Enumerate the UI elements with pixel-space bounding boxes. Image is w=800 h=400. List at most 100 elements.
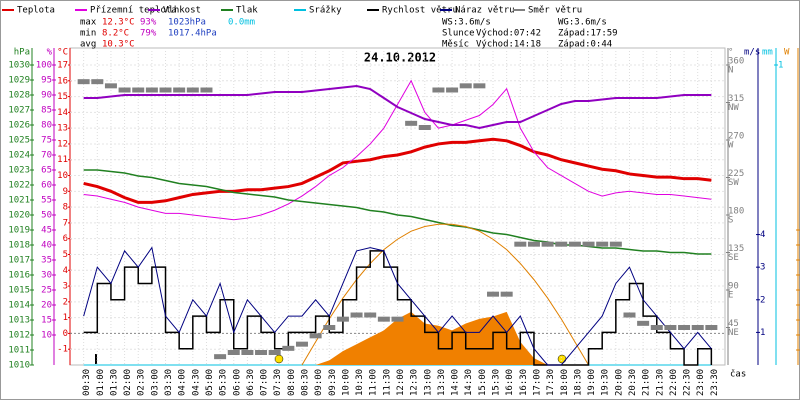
y-tick-label: 1 — [760, 328, 765, 338]
compass-label: NE — [728, 328, 739, 338]
y-tick-label: 1030 — [8, 61, 30, 71]
y-tick-label: 1016 — [8, 271, 30, 281]
direction-point — [500, 291, 513, 297]
y-tick-label: 135 — [728, 244, 744, 254]
x-tick-label: 09:00 — [314, 369, 324, 396]
direction-point — [364, 312, 377, 318]
axis-unit: °C — [57, 48, 68, 58]
y-tick-label: 1018 — [8, 241, 30, 251]
y-tick-label: 70 — [41, 151, 52, 161]
series-line — [83, 79, 712, 221]
x-tick-label: 03:30 — [164, 369, 174, 396]
compass-label: SW — [728, 178, 739, 188]
y-tick-label: 55 — [41, 196, 52, 206]
stat-text: avg — [80, 40, 96, 50]
x-tick-label: 07:30 — [273, 369, 283, 396]
direction-point — [91, 79, 104, 85]
series-line — [301, 223, 589, 366]
direction-point — [132, 87, 145, 93]
y-tick-label: 17 — [57, 61, 68, 71]
direction-point — [678, 325, 691, 330]
moonset-marker — [95, 354, 97, 364]
y-tick-label: 1017 — [8, 256, 30, 266]
direction-point — [295, 341, 308, 347]
y-tick-label: 50 — [41, 211, 52, 221]
y-tick-label: 0 — [63, 329, 68, 339]
y-tick-label: 1020 — [8, 211, 30, 221]
direction-point — [405, 120, 418, 126]
x-tick-label: 01:30 — [109, 369, 119, 396]
direction-point — [227, 350, 240, 355]
x-tick-label: 13:00 — [423, 369, 433, 396]
y-tick-label: 225 — [728, 169, 744, 179]
sunrise-marker — [274, 354, 284, 364]
x-tick-label: 08:30 — [300, 369, 310, 396]
direction-point — [650, 325, 663, 330]
chart-title: 24.10.2012 — [364, 51, 436, 65]
y-tick-label: 45 — [728, 319, 739, 329]
y-tick-label: 1024 — [8, 151, 30, 161]
y-tick-label: 95 — [41, 76, 52, 86]
y-tick-label: 90 — [728, 282, 739, 292]
x-axis-label: čas — [730, 369, 746, 380]
info-text: Východ:07:42 — [476, 29, 541, 39]
x-tick-label: 06:00 — [232, 369, 242, 396]
info-text: Západ:17:59 — [558, 29, 618, 39]
info-text: Západ:0:44 — [558, 40, 612, 50]
direction-point — [350, 312, 363, 318]
direction-point — [473, 83, 486, 89]
y-tick-label: 4 — [63, 266, 68, 276]
compass-label: NW — [728, 103, 739, 113]
stat-text: 1017.4hPa — [168, 29, 217, 39]
x-tick-label: 23:30 — [710, 369, 720, 396]
info-text: WS:3.6m/s — [442, 18, 491, 28]
x-tick-label: 18:00 — [560, 369, 570, 396]
y-tick-label: 1010 — [8, 361, 30, 371]
x-tick-label: 12:30 — [410, 369, 420, 396]
sunset-marker — [557, 354, 567, 364]
x-tick-label: 09:30 — [328, 369, 338, 396]
direction-point — [336, 316, 349, 322]
x-tick-label: 12:00 — [396, 369, 406, 396]
axis-unit: mm — [762, 48, 773, 58]
direction-point — [418, 125, 431, 130]
y-tick-label: 3 — [760, 263, 765, 273]
x-tick-label: 16:30 — [519, 369, 529, 396]
direction-point — [541, 241, 554, 247]
y-tick-label: 180 — [728, 207, 744, 217]
direction-point — [527, 241, 540, 247]
y-tick-label: 315 — [728, 94, 744, 104]
direction-point — [664, 325, 677, 330]
y-tick-label: 1 — [778, 61, 783, 71]
x-tick-label: 22:00 — [669, 369, 679, 396]
series-line — [83, 246, 712, 366]
y-tick-label: 1025 — [8, 136, 30, 146]
series-line — [83, 137, 712, 204]
stat-text: 0.0mm — [228, 18, 255, 28]
direction-point — [487, 291, 500, 297]
stat-text: 93% — [140, 18, 157, 28]
x-tick-label: 23:00 — [696, 369, 706, 396]
direction-point — [609, 241, 622, 247]
info-text: WG:3.6m/s — [558, 18, 607, 28]
x-tick-label: 21:30 — [655, 369, 665, 396]
y-tick-label: 45 — [41, 226, 52, 236]
y-tick-label: 30 — [41, 271, 52, 281]
y-tick-label: 1012 — [8, 331, 30, 341]
solar-area — [83, 311, 712, 365]
x-tick-label: 05:30 — [219, 369, 229, 396]
y-tick-label: 10 — [57, 171, 68, 181]
direction-point — [582, 241, 595, 247]
axis-unit: % — [47, 48, 53, 58]
compass-label: E — [728, 291, 733, 301]
axis-unit: ° — [728, 48, 733, 58]
x-tick-label: 15:30 — [492, 369, 502, 396]
y-tick-label: 270 — [728, 132, 744, 142]
direction-point — [282, 345, 295, 351]
direction-point — [459, 83, 472, 89]
legend-label: Tlak — [236, 6, 258, 16]
y-tick-label: 1022 — [8, 181, 30, 191]
y-tick-label: 85 — [41, 106, 52, 116]
y-tick-label: 75 — [41, 136, 52, 146]
